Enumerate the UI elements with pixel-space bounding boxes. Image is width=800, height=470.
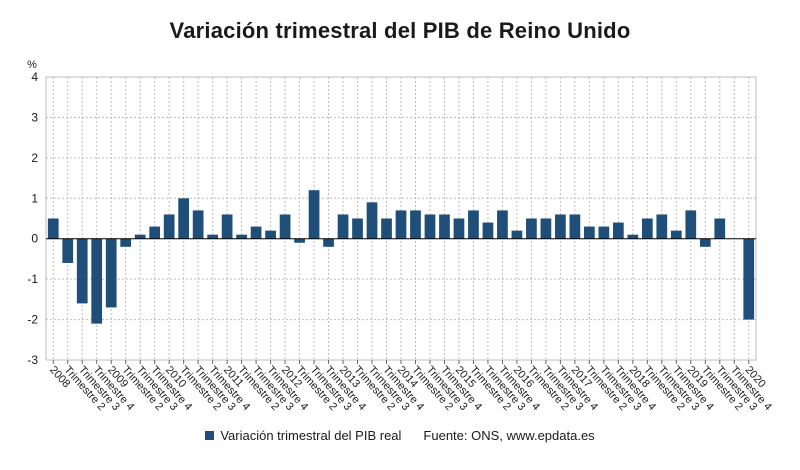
bar bbox=[62, 238, 74, 263]
bar bbox=[163, 214, 175, 239]
axis-layer bbox=[46, 238, 756, 364]
bar bbox=[265, 230, 276, 239]
bar bbox=[395, 210, 407, 239]
bar bbox=[149, 226, 161, 239]
source-note: Fuente: ONS, www.epdata.es bbox=[423, 428, 595, 443]
bar bbox=[134, 234, 146, 239]
bar bbox=[627, 234, 639, 239]
bar bbox=[670, 230, 682, 239]
bar bbox=[192, 210, 204, 239]
bar bbox=[47, 218, 59, 239]
bar bbox=[526, 218, 537, 239]
y-tick-label: -3 bbox=[27, 353, 38, 367]
bar bbox=[221, 214, 233, 239]
y-tick-label: 3 bbox=[31, 110, 38, 124]
bar bbox=[352, 218, 363, 239]
bar bbox=[656, 214, 668, 239]
bar bbox=[366, 202, 378, 239]
bar bbox=[540, 218, 552, 239]
bar bbox=[555, 214, 566, 239]
bar bbox=[178, 198, 190, 239]
bar bbox=[323, 238, 334, 247]
bar bbox=[207, 234, 218, 239]
bar bbox=[105, 238, 117, 308]
bar bbox=[685, 210, 697, 239]
bar bbox=[294, 238, 305, 243]
bar bbox=[743, 238, 755, 320]
legend-swatch bbox=[205, 431, 215, 441]
bar bbox=[91, 238, 103, 324]
bar bbox=[76, 238, 88, 304]
bar bbox=[699, 238, 711, 247]
y-tick-label: 4 bbox=[31, 70, 38, 84]
bar bbox=[569, 214, 581, 239]
bar bbox=[410, 210, 421, 239]
legend: Variación trimestral del PIB real Fuente:… bbox=[0, 428, 800, 443]
y-tick-label: -2 bbox=[27, 313, 38, 327]
bar bbox=[381, 218, 392, 239]
bar bbox=[453, 218, 465, 239]
bar bbox=[511, 230, 523, 239]
bar bbox=[497, 210, 508, 239]
y-tick-label: 0 bbox=[31, 232, 38, 246]
y-tick-label: -1 bbox=[27, 272, 38, 286]
bar bbox=[641, 218, 653, 239]
y-axis-label: % bbox=[27, 59, 37, 71]
bar bbox=[584, 226, 595, 239]
y-tick-label: 1 bbox=[31, 191, 38, 205]
bar bbox=[279, 214, 291, 239]
bar bbox=[714, 218, 726, 239]
bar bbox=[439, 214, 450, 239]
bar bbox=[598, 226, 610, 239]
bar bbox=[236, 234, 247, 239]
bar bbox=[468, 210, 479, 239]
bar bbox=[308, 190, 320, 239]
legend-series-name: Variación trimestral del PIB real bbox=[220, 428, 402, 443]
chart-title: Variación trimestral del PIB de Reino Un… bbox=[169, 18, 631, 43]
y-tick-label: 2 bbox=[31, 151, 38, 165]
bar bbox=[482, 222, 494, 239]
bar bbox=[250, 226, 262, 239]
bar bbox=[424, 214, 436, 239]
bars-layer bbox=[47, 190, 755, 324]
bar bbox=[120, 238, 132, 247]
bar bbox=[612, 222, 624, 239]
bar bbox=[337, 214, 349, 239]
